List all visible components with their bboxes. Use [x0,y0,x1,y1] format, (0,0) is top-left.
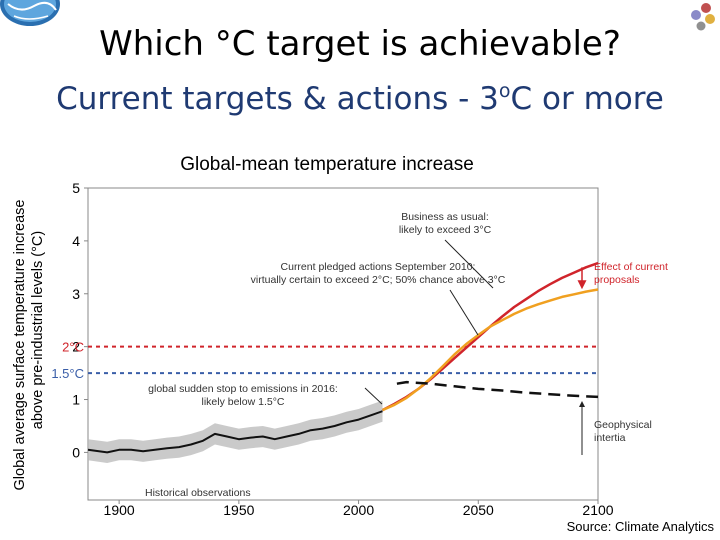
threshold-label: 1.5°C [51,366,84,381]
subtitle-suffix: C or more [510,81,664,117]
y-axis-label-line-1: Global average surface temperature incre… [12,200,28,491]
pledges-callout [449,289,479,336]
bau-annotation-line: Business as usual: [401,211,489,223]
source-credit: Source: Climate Analytics [566,519,714,534]
y-tick-label: 4 [72,233,80,249]
historical-annotation-line: Historical observations [145,487,251,499]
sudden-stop-annotation-line: global sudden stop to emissions in 2016: [148,383,338,395]
effect-annotation-line: proposals [594,274,640,286]
pledged-actions-line [381,288,599,412]
inertia-annotation-line: intertia [594,432,626,444]
x-tick-label: 1950 [223,502,254,518]
y-tick-label: 0 [72,444,80,460]
sudden-stop-callout [364,387,383,405]
x-tick-label: 2000 [343,502,374,518]
chart-title: Global-mean temperature increase [180,154,474,175]
sudden-stop-line [396,380,599,399]
y-tick-label: 2 [72,339,80,355]
slide-title: Which °C target is achievable? [99,24,621,64]
x-tick-label: 1900 [104,502,135,518]
inertia-annotation-line: Geophysical [594,419,652,431]
threshold-label: 2°C [62,340,84,355]
y-tick-label: 3 [72,286,80,302]
y-tick-label: 1 [72,392,80,408]
molecule-logo-icon [691,3,715,31]
y-tick-label: 5 [72,180,80,196]
plot-frame [87,187,599,501]
effect-annotation-line: Effect of current [594,261,668,273]
historical-variability-band [88,400,383,463]
pledges-annotation-line: Current pledged actions September 2010: [281,261,476,273]
chart-plot: 0 1 2 3 4 5 1900 1950 2000 2050 2100 2°C 1.5°C Busine… [51,180,668,518]
pledges-annotation-line: virtually certain to exceed 2°C; 50% cha… [251,274,506,286]
x-tick-label: 2050 [463,502,494,518]
slide-subtitle: Current targets & actions - 3oC or more [0,80,720,117]
subtitle-superscript: o [498,80,511,102]
x-tick-label: 2100 [582,502,613,518]
sudden-stop-annotation-line: likely below 1.5°C [202,396,285,408]
historical-observations-line [87,410,383,454]
bau-callout [444,239,494,289]
bau-annotation-line: likely to exceed 3°C [399,224,492,236]
subtitle-prefix: Current targets & actions - 3 [56,81,499,117]
y-axis-label-line-2: above pre-industrial levels (°C) [30,231,46,429]
logo-globe-icon [0,0,60,26]
